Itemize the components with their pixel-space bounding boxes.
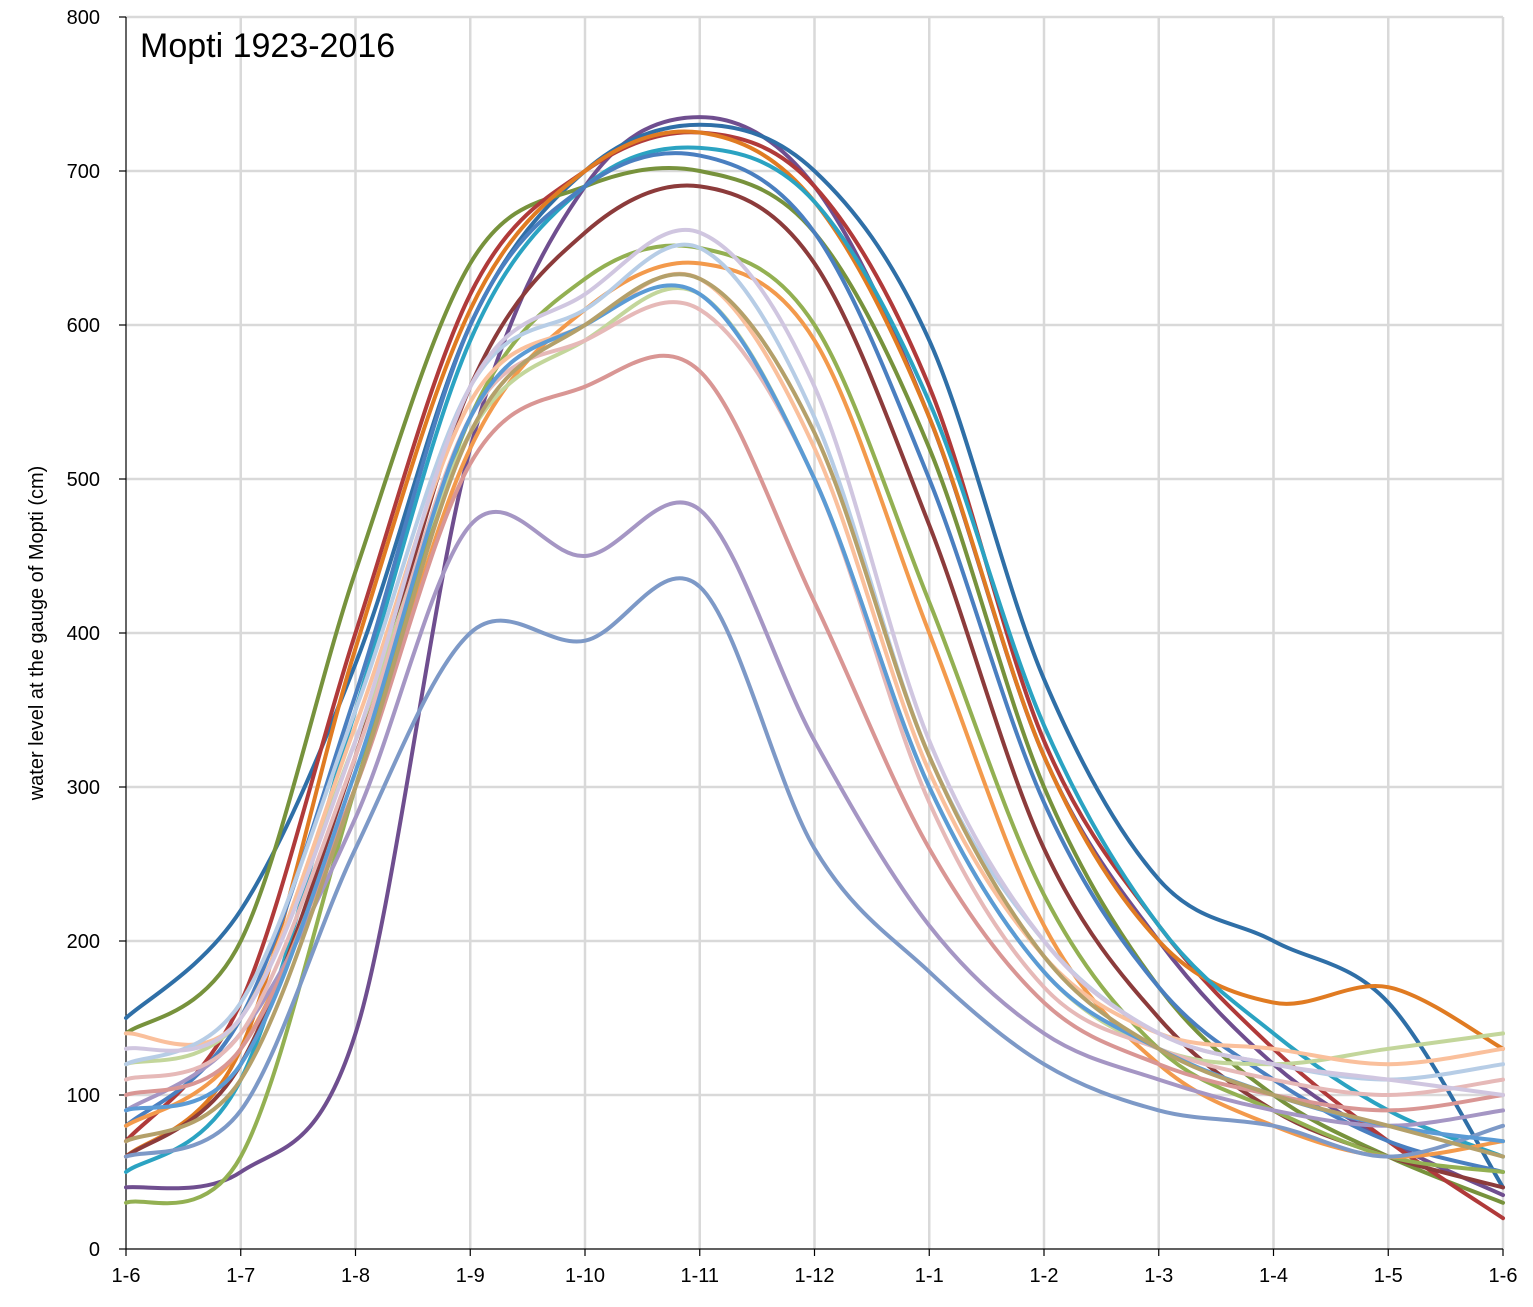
series-line-4 bbox=[124, 130, 1505, 1221]
series-line-5 bbox=[124, 129, 1505, 1159]
x-tick-label: 1-6 bbox=[112, 1265, 141, 1287]
y-tick-label: 400 bbox=[67, 623, 100, 645]
x-tick-label: 1-11 bbox=[680, 1265, 719, 1287]
axes bbox=[125, 17, 1503, 1250]
x-tick-label: 1-2 bbox=[1030, 1265, 1059, 1287]
series-line-2 bbox=[124, 122, 1505, 1190]
y-tick-label: 0 bbox=[89, 1239, 100, 1261]
y-tick-label: 700 bbox=[67, 161, 100, 183]
series-line-12 bbox=[124, 500, 1505, 1128]
y-tick-labels: 0 100 200 300 400 500 600 700 800 bbox=[67, 7, 100, 1261]
x-tick-label: 1-3 bbox=[1144, 1265, 1173, 1287]
series-lines bbox=[124, 115, 1505, 1221]
x-tick-labels: 1-6 1-7 1-8 1-9 1-10 1-11 1-12 1-1 1-2 1-3 1-4 1-5 1… bbox=[112, 1265, 1518, 1287]
y-tick-label: 200 bbox=[67, 931, 100, 953]
series-line-1 bbox=[124, 115, 1505, 1198]
x-tick-label: 1-8 bbox=[341, 1265, 370, 1287]
y-tick-label: 500 bbox=[67, 469, 100, 491]
y-tick-label: 300 bbox=[67, 777, 100, 799]
x-tick-label: 1-9 bbox=[456, 1265, 485, 1287]
x-tick-label: 1-4 bbox=[1259, 1265, 1288, 1287]
x-tick-label: 1-5 bbox=[1374, 1265, 1403, 1287]
series-line-20 bbox=[124, 272, 1505, 1159]
series-line-6 bbox=[124, 145, 1505, 1174]
y-tick-label: 800 bbox=[67, 7, 100, 29]
series-line-11 bbox=[124, 576, 1505, 1159]
x-tick-label: 1-1 bbox=[915, 1265, 944, 1287]
series-line-15 bbox=[124, 271, 1505, 1067]
chart-title: Mopti 1923-2016 bbox=[140, 27, 395, 65]
x-tick-label: 1-6 bbox=[1489, 1265, 1518, 1287]
x-tick-label: 1-12 bbox=[794, 1265, 834, 1287]
x-tick-label: 1-10 bbox=[565, 1265, 605, 1287]
y-axis-title: water level at the gauge of Mopti (cm) bbox=[26, 466, 48, 802]
series-line-18 bbox=[124, 227, 1505, 1097]
y-tick-label: 600 bbox=[67, 315, 100, 337]
x-tick-label: 1-7 bbox=[226, 1265, 255, 1287]
series-line-9 bbox=[124, 243, 1505, 1206]
y-tick-label: 100 bbox=[67, 1085, 100, 1107]
